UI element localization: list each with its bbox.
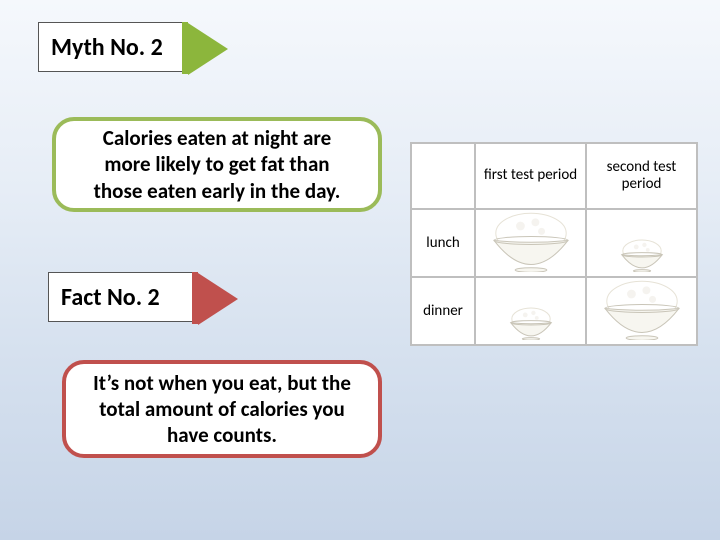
myth-arrow-icon	[188, 23, 228, 75]
table-row-lunch-label: lunch	[411, 209, 475, 277]
fact-statement-text: It’s not when you eat, but the total amo…	[88, 370, 356, 449]
myth-heading: Myth No. 2	[38, 22, 183, 72]
fact-title: Fact No. 2	[61, 283, 160, 312]
rice-bowl-icon	[487, 206, 575, 272]
myth-statement-text: Calories eaten at night are more likely …	[78, 125, 356, 204]
table-cell-lunch-second	[586, 209, 697, 277]
table-cell-dinner-second	[586, 277, 697, 345]
fact-arrow-icon	[198, 273, 238, 325]
myth-statement-box: Calories eaten at night are more likely …	[52, 117, 382, 212]
fact-statement-box: It’s not when you eat, but the total amo…	[62, 360, 382, 458]
rice-bowl-icon	[507, 304, 555, 340]
portions-table: first test period second test period lun…	[410, 142, 698, 346]
table-header-col1: first test period	[475, 143, 586, 209]
table-header-blank	[411, 143, 475, 209]
table-cell-dinner-first	[475, 277, 586, 345]
table-header-col2: second test period	[586, 143, 697, 209]
myth-title: Myth No. 2	[51, 33, 163, 62]
table-cell-lunch-first	[475, 209, 586, 277]
rice-bowl-icon	[618, 236, 666, 272]
rice-bowl-icon	[598, 274, 686, 340]
fact-heading: Fact No. 2	[48, 272, 193, 322]
table-row-dinner-label: dinner	[411, 277, 475, 345]
